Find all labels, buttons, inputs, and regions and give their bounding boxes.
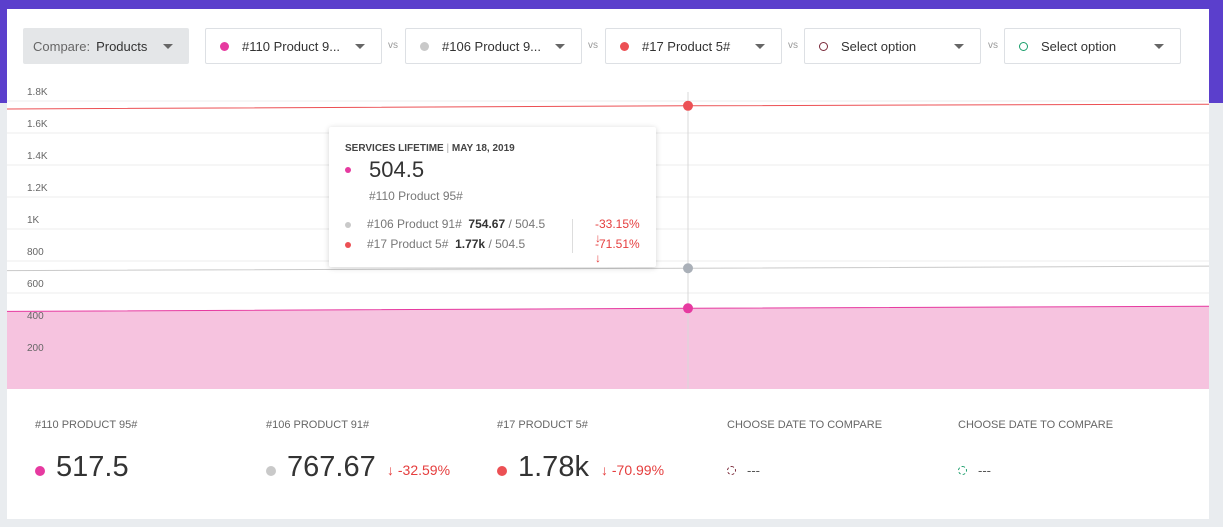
summary-label: #17 PRODUCT 5#	[497, 419, 588, 431]
tooltip-main-name: #110 Product 95#	[369, 189, 463, 203]
y-tick-label: 1.8K	[27, 87, 48, 98]
product-106-dot-icon	[420, 41, 429, 51]
y-tick-label: 1K	[27, 215, 40, 226]
vs-label: vs	[988, 40, 998, 51]
summary-change: ↓ -32.59%	[387, 462, 451, 478]
summary-row: #110 PRODUCT 95# 517.5 #106 PRODUCT 91# …	[7, 409, 1209, 519]
summary-value: ---	[978, 463, 991, 478]
dashed-circle-icon	[958, 466, 967, 475]
tooltip-header: SERVICES LIFETIME | MAY 18, 2019	[345, 143, 515, 154]
tooltip-row-value: 754.67	[468, 217, 506, 231]
comparison-card: Compare: Products #110 Product 9... vs #…	[7, 9, 1209, 519]
chevron-down-icon	[954, 44, 964, 49]
tooltip-row-value: 1.77k	[455, 237, 486, 251]
chevron-down-icon	[1154, 44, 1164, 49]
product-106-dot-icon	[345, 222, 351, 228]
summary-value: 767.67	[287, 451, 376, 483]
chevron-down-icon	[355, 44, 365, 49]
y-tick-label: 1.2K	[27, 183, 48, 194]
summary-change: ↓ -70.99%	[601, 462, 665, 478]
compare-value: Products	[96, 38, 148, 54]
y-tick-label: 200	[27, 343, 44, 354]
tooltip-divider	[572, 219, 573, 253]
vs-label: vs	[788, 40, 798, 51]
product-select-1-label: #110 Product 9...	[242, 38, 341, 54]
tooltip-row: #106 Product 91# 754.67 / 504.5 -33.15% …	[345, 217, 645, 245]
summary-value: 1.78k	[518, 451, 589, 483]
summary-item: #110 PRODUCT 95# 517.5	[35, 409, 265, 509]
summary-label: #110 PRODUCT 95#	[35, 419, 138, 431]
hover-point-3	[683, 100, 693, 111]
services-lifetime-chart[interactable]: 1.8K 1.6K 1.4K 1.2K 1K 800 600 400 200	[7, 87, 1209, 389]
tooltip-row-change: -33.15% ↓	[595, 217, 640, 245]
product-select-4[interactable]: Select option	[804, 28, 981, 64]
vs-label: vs	[388, 40, 398, 51]
product-17-dot-icon	[345, 242, 351, 248]
series-line-3	[7, 103, 1209, 110]
chart-svg	[7, 92, 1209, 389]
y-tick-label: 1.4K	[27, 151, 48, 162]
tooltip-row-ref: / 504.5	[485, 237, 526, 251]
tooltip-main-value: 504.5	[369, 157, 425, 182]
tooltip-separator: |	[446, 143, 450, 154]
dashed-circle-icon	[727, 466, 736, 475]
tooltip-row-change: -71.51% ↓	[595, 237, 640, 265]
summary-label: #106 PRODUCT 91#	[266, 419, 370, 431]
hover-point-1	[683, 303, 693, 314]
compare-label: Compare:	[33, 38, 91, 54]
summary-value: 517.5	[56, 451, 129, 483]
summary-value: ---	[747, 463, 760, 478]
tooltip-date: MAY 18, 2019	[451, 143, 515, 154]
summary-label: CHOOSE DATE TO COMPARE	[727, 419, 883, 431]
product-select-3[interactable]: #17 Product 5#	[605, 28, 782, 64]
product-select-5[interactable]: Select option	[1004, 28, 1181, 64]
hover-point-2	[683, 263, 693, 274]
compare-type-select[interactable]: Compare: Products	[23, 28, 189, 64]
product-select-4-label: Select option	[841, 38, 917, 54]
product-17-dot-icon	[620, 41, 629, 51]
y-tick-label: 400	[27, 311, 44, 322]
empty-option-circle-icon	[1019, 41, 1028, 51]
y-tick-label: 1.6K	[27, 119, 48, 130]
tooltip-metric: SERVICES LIFETIME	[345, 143, 444, 154]
product-select-3-label: #17 Product 5#	[642, 38, 731, 54]
product-select-5-label: Select option	[1041, 38, 1117, 54]
product-110-dot-icon	[220, 41, 229, 51]
empty-option-circle-icon	[819, 41, 828, 51]
product-select-1[interactable]: #110 Product 9...	[205, 28, 382, 64]
product-select-2[interactable]: #106 Product 9...	[405, 28, 582, 64]
product-17-dot-icon	[497, 466, 507, 476]
summary-item: #17 PRODUCT 5# 1.78k ↓ -70.99%	[497, 409, 727, 509]
chevron-down-icon	[163, 44, 173, 49]
chart-tooltip: SERVICES LIFETIME | MAY 18, 2019 504.5 #…	[329, 127, 656, 267]
y-tick-label: 600	[27, 279, 44, 290]
tooltip-row-name: #106 Product 91#	[367, 217, 462, 231]
product-110-dot-icon	[345, 167, 351, 173]
series-area-110	[7, 306, 1209, 389]
vs-label: vs	[588, 40, 598, 51]
summary-item: #106 PRODUCT 91# 767.67 ↓ -32.59%	[266, 409, 496, 509]
y-tick-label: 800	[27, 247, 44, 258]
tooltip-row-name: #17 Product 5#	[367, 237, 449, 251]
product-select-2-label: #106 Product 9...	[442, 38, 542, 54]
tooltip-row: #17 Product 5# 1.77k / 504.5 -71.51% ↓	[345, 237, 645, 265]
summary-item[interactable]: CHOOSE DATE TO COMPARE ---	[958, 409, 1188, 509]
product-110-dot-icon	[35, 466, 45, 476]
product-106-dot-icon	[266, 466, 276, 476]
chevron-down-icon	[755, 44, 765, 49]
chevron-down-icon	[555, 44, 565, 49]
summary-item[interactable]: CHOOSE DATE TO COMPARE ---	[727, 409, 957, 509]
tooltip-row-ref: / 504.5	[505, 217, 546, 231]
summary-label: CHOOSE DATE TO COMPARE	[958, 419, 1114, 431]
